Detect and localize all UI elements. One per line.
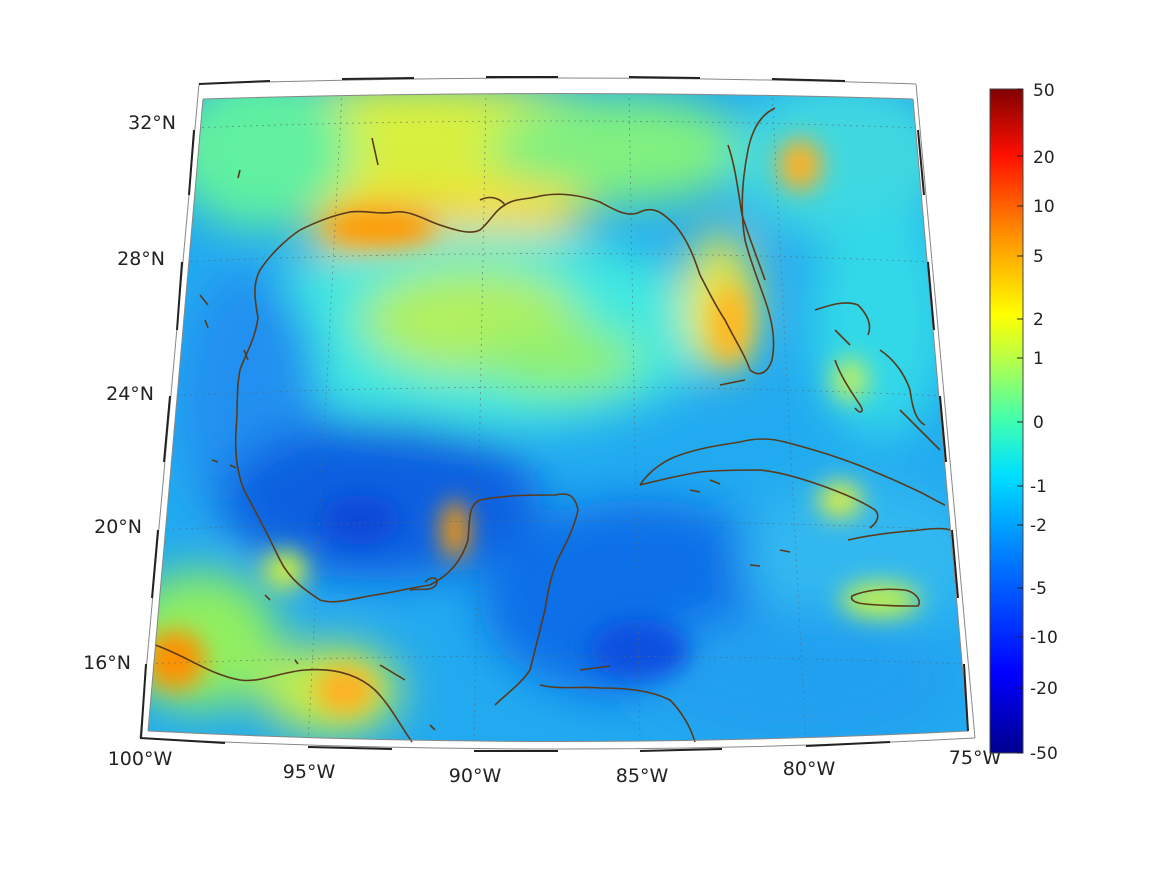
colorbar-label-0: 0 — [1033, 413, 1044, 433]
colorbar-label-1: 1 — [1033, 349, 1044, 369]
longitude-labels: 100°W 95°W 90°W 85°W 80°W 75°W — [108, 747, 1002, 787]
lon-label-80: 80°W — [783, 758, 836, 780]
colorbar-label-10: 10 — [1033, 197, 1055, 217]
colorbar-labels: 50 20 10 5 2 1 0 -1 -2 -5 -10 -20 -50 — [1030, 81, 1058, 764]
lat-label-28: 28°N — [117, 248, 165, 270]
colorbar-label-20: 20 — [1033, 148, 1055, 168]
lat-label-20: 20°N — [94, 516, 142, 538]
lat-label-24: 24°N — [106, 383, 154, 405]
colorbar-label-neg1: -1 — [1030, 477, 1047, 497]
frame-ticks — [139, 76, 969, 752]
data-field — [148, 93, 968, 742]
lon-label-100: 100°W — [108, 748, 173, 770]
colorbar-label-neg2: -2 — [1030, 516, 1047, 536]
coastlines — [154, 107, 951, 743]
latitude-labels: 32°N 28°N 24°N 20°N 16°N — [83, 112, 176, 674]
colorbar-gradient — [989, 88, 1024, 754]
colorbar-label-neg20: -20 — [1030, 679, 1058, 699]
lon-label-75: 75°W — [949, 747, 1002, 769]
colorbar-ticks — [1017, 88, 1023, 754]
colorbar-label-neg10: -10 — [1030, 628, 1058, 648]
colorbar-label-5: 5 — [1033, 247, 1044, 267]
colorbar: 50 20 10 5 2 1 0 -1 -2 -5 -10 -20 -50 — [989, 81, 1058, 764]
graticule — [148, 93, 967, 742]
lon-label-85: 85°W — [616, 765, 669, 787]
colorbar-label-neg50: -50 — [1030, 744, 1058, 764]
lat-label-32: 32°N — [128, 112, 176, 134]
lon-label-95: 95°W — [283, 761, 336, 783]
colorbar-label-neg5: -5 — [1030, 579, 1047, 599]
colorbar-label-50: 50 — [1033, 81, 1055, 101]
lon-label-90: 90°W — [449, 765, 502, 787]
lat-label-16: 16°N — [83, 652, 131, 674]
colorbar-label-2: 2 — [1033, 310, 1044, 330]
